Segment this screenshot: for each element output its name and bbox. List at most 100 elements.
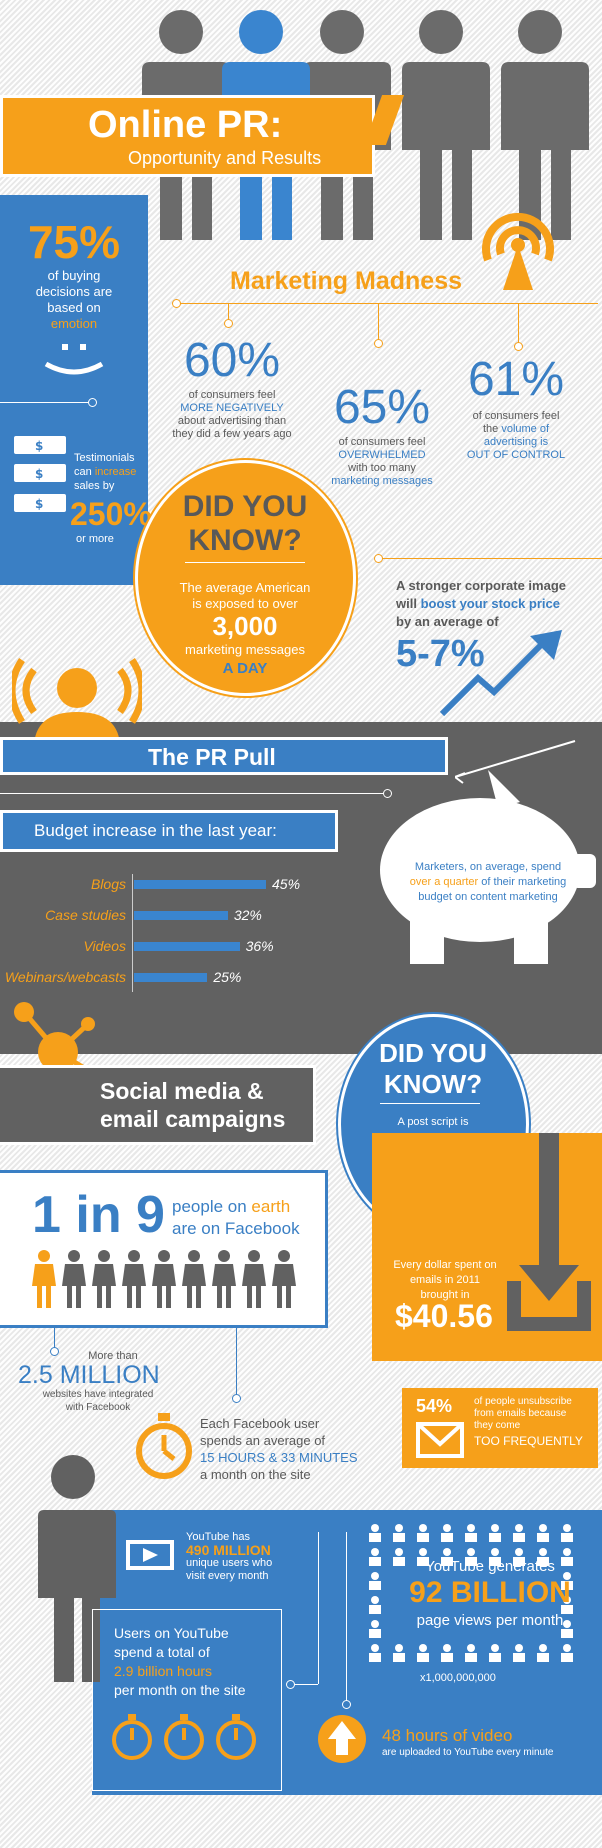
mini-person-icon	[537, 1644, 549, 1662]
bar-value-label: 25%	[213, 969, 242, 985]
bar-value-label: 36%	[245, 938, 274, 954]
unsub-text: of people unsubscribe from emails because…	[474, 1396, 572, 1431]
person-icon	[212, 1250, 236, 1308]
person-icon	[92, 1250, 116, 1308]
facebook-text: people on earth are on Facebook	[172, 1197, 300, 1238]
unsub-emph: TOO FREQUENTLY	[474, 1434, 583, 1448]
mini-person-icon	[369, 1524, 381, 1542]
inbox-arrow-icon	[507, 1133, 591, 1331]
yt-users-text: YouTube has 490 MILLION unique users who…	[186, 1531, 273, 1582]
envelope-icon	[416, 1422, 464, 1458]
yt-upload-value: 48 hours of video	[382, 1726, 513, 1745]
dyk1-line3: marketing messages	[185, 642, 305, 657]
dyk1-text: The average American is exposed to over	[179, 580, 311, 611]
chart-axis	[132, 874, 133, 992]
yt-upload-text: are uploaded to YouTube every minute	[382, 1747, 554, 1758]
buying-percent: 75%	[27, 216, 121, 268]
stat-65-text: of consumers feel OVERWHELMED with too man…	[331, 436, 433, 487]
yt-views-l2: page views per month	[416, 1612, 564, 1629]
person-icon	[242, 1250, 266, 1308]
video-play-icon	[126, 1540, 174, 1570]
mini-person-icon	[537, 1548, 549, 1566]
upload-arrow-icon	[318, 1715, 366, 1763]
mini-person-icon	[489, 1548, 501, 1566]
bar-case-studies	[134, 911, 228, 920]
stopwatch-row-icon	[112, 1714, 256, 1760]
mini-person-icon	[513, 1548, 525, 1566]
mini-person-icon	[465, 1524, 477, 1542]
person-icon	[152, 1250, 176, 1308]
websites-value: 2.5 MILLION	[18, 1361, 160, 1389]
mini-person-icon	[369, 1572, 381, 1590]
dyk1-emph: A DAY	[222, 660, 268, 677]
person-icon	[272, 1250, 296, 1308]
growth-arrow-icon	[439, 630, 562, 717]
did-you-know-circle	[135, 460, 356, 696]
testimonials-text: Testimonials can increase sales by	[74, 452, 137, 492]
mini-person-icon	[369, 1620, 381, 1638]
piggy-text: Marketers, on average, spend over a quar…	[409, 861, 567, 903]
svg-text:$: $	[35, 497, 43, 511]
bar-value-label: 32%	[233, 907, 262, 923]
mini-person-icon	[489, 1644, 501, 1662]
person-icon	[122, 1250, 146, 1308]
budget-banner	[0, 810, 338, 852]
mini-person-icon	[561, 1548, 573, 1566]
stat-60-text: of consumers feel MORE NEGATIVELY about ad…	[172, 389, 292, 440]
mini-person-icon	[417, 1548, 429, 1566]
mini-person-icon	[369, 1548, 381, 1566]
bar-category-label: Blogs	[90, 876, 126, 892]
stat-61-text: of consumers feel the volume of advertis…	[466, 410, 566, 461]
bar-webinars-webcasts	[134, 973, 208, 982]
person-icon	[182, 1250, 206, 1308]
pr-pull-title: The PR Pull	[148, 744, 276, 770]
email-text: Every dollar spent on emails in 2011 broug…	[393, 1259, 497, 1301]
yt-hours-box	[92, 1609, 282, 1791]
mini-person-icon	[465, 1548, 477, 1566]
unsub-value: 54%	[416, 1396, 453, 1416]
testimonials-more: or more	[76, 533, 114, 545]
mini-person-icon	[441, 1524, 453, 1542]
page-title: Online PR:	[88, 104, 283, 146]
websites-l1: More than	[88, 1350, 138, 1362]
buying-text: of buying decisions are based on emotion	[35, 268, 113, 331]
social-title: Social media & email campaigns	[100, 1078, 286, 1132]
person-icon	[32, 1250, 56, 1308]
bar-videos	[134, 942, 240, 951]
yt-views-value: 92 BILLION	[409, 1576, 571, 1609]
mini-person-icon	[393, 1644, 405, 1662]
mini-person-icon	[489, 1524, 501, 1542]
stat-65-value: 65%	[333, 381, 431, 434]
social-banner	[0, 1065, 316, 1145]
facebook-box	[0, 1170, 328, 1328]
mini-person-icon	[393, 1548, 405, 1566]
pr-pull-banner	[0, 737, 448, 775]
madness-title: Marketing Madness	[230, 267, 463, 295]
mini-person-icon	[417, 1644, 429, 1662]
dyk1-value: 3,000	[212, 611, 278, 641]
mini-person-icon	[513, 1644, 525, 1662]
piggy-bank-icon	[380, 770, 596, 964]
mini-person-icon	[561, 1596, 573, 1614]
header-banner	[0, 95, 375, 177]
stock-value: 5-7%	[396, 633, 485, 675]
stat-61-value: 61%	[467, 353, 565, 406]
mini-person-icon	[513, 1524, 525, 1542]
broadcast-icon	[482, 212, 554, 290]
stock-text: A stronger corporate image will boost yo…	[396, 578, 567, 629]
mini-person-icon	[561, 1524, 573, 1542]
buying-panel	[0, 195, 148, 585]
mini-person-icon	[561, 1620, 573, 1638]
dyk2-title: DID YOU KNOW?	[379, 1038, 487, 1099]
websites-text: websites have integrated with Facebook	[42, 1389, 154, 1413]
mini-person-icon	[393, 1524, 405, 1542]
mini-person-icon	[441, 1548, 453, 1566]
mini-person-icon	[369, 1644, 381, 1662]
fbtime-text: Each Facebook user spends an average of 1…	[200, 1416, 358, 1482]
budget-title: Budget increase in the last year:	[34, 821, 277, 840]
yt-views-scale: x1,000,000,000	[420, 1672, 496, 1684]
mini-person-icon	[417, 1524, 429, 1542]
mini-person-icon	[369, 1596, 381, 1614]
mini-person-icon	[441, 1644, 453, 1662]
